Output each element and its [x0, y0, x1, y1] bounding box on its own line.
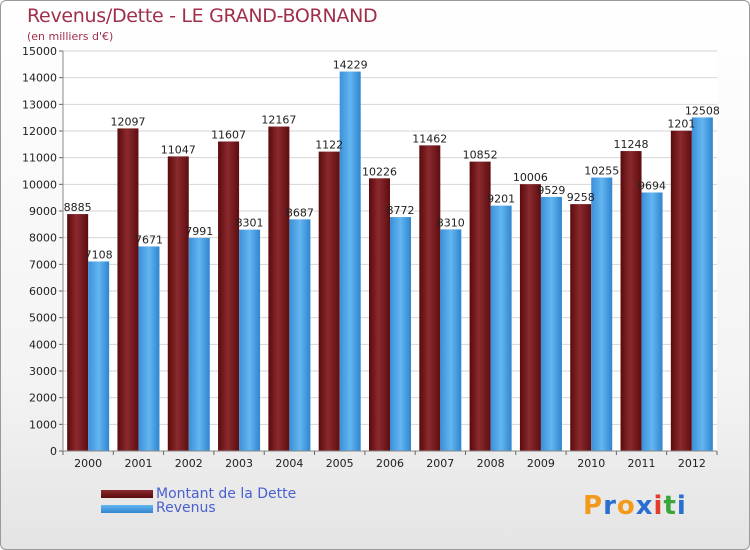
- data-label-debt: 11248: [614, 138, 649, 151]
- logo-letter: t: [663, 491, 677, 521]
- bar-debt: [469, 161, 491, 451]
- x-tick-label: 2005: [326, 457, 354, 470]
- y-tick-label: 15000: [22, 45, 57, 58]
- x-tick-label: 2006: [376, 457, 404, 470]
- bar-debt: [620, 151, 642, 451]
- data-label-revenue: 7671: [135, 233, 163, 246]
- logo-letter: P: [583, 491, 604, 521]
- data-label-debt: 1122: [315, 139, 343, 152]
- bar-revenue: [289, 219, 311, 451]
- y-tick-label: 4000: [29, 338, 57, 351]
- bar-debt: [67, 214, 89, 451]
- proxiti-logo: Proxiti: [583, 491, 687, 521]
- bar-debt: [268, 126, 290, 452]
- bar-revenue: [138, 246, 160, 451]
- y-tick-label: 2000: [29, 392, 57, 405]
- y-tick-label: 11000: [22, 152, 57, 165]
- data-label-debt: 10006: [513, 171, 548, 184]
- x-tick-label: 2007: [426, 457, 454, 470]
- data-label-debt: 9258: [567, 191, 595, 204]
- data-label-revenue: 12508: [685, 104, 720, 117]
- x-tick-label: 2010: [577, 457, 605, 470]
- bar-revenue: [339, 71, 361, 451]
- data-label-revenue: 8310: [437, 216, 465, 229]
- y-tick-label: 7000: [29, 258, 57, 271]
- data-label-revenue: 9694: [638, 179, 666, 192]
- y-tick-label: 1000: [29, 418, 57, 431]
- x-tick-label: 2008: [477, 457, 505, 470]
- chart-subtitle: (en milliers d'€): [27, 30, 114, 43]
- bar-debt: [167, 156, 189, 451]
- bar-debt: [117, 128, 139, 451]
- y-tick-label: 5000: [29, 312, 57, 325]
- bar-revenue: [641, 192, 663, 451]
- bar-revenue: [691, 117, 713, 451]
- y-tick-label: 3000: [29, 365, 57, 378]
- x-tick-label: 2000: [74, 457, 102, 470]
- bar-revenue: [490, 205, 512, 451]
- y-tick-label: 8000: [29, 232, 57, 245]
- bar-revenue: [239, 229, 261, 451]
- bar-debt: [419, 145, 441, 451]
- bar-revenue: [390, 217, 411, 451]
- x-tick-label: 2009: [527, 457, 555, 470]
- x-tick-label: 2012: [678, 457, 706, 470]
- data-label-debt: 12167: [261, 114, 296, 127]
- data-label-debt: 10852: [463, 149, 498, 162]
- bar-revenue: [591, 177, 613, 452]
- data-label-debt: 11462: [412, 132, 447, 145]
- data-label-debt: 1201: [667, 118, 695, 131]
- data-label-debt: 10226: [362, 165, 397, 178]
- legend-swatch-revenue: [101, 505, 153, 513]
- y-tick-label: 6000: [29, 285, 57, 298]
- legend-swatch-debt: [101, 490, 153, 498]
- legend-label-debt: Montant de la Dette: [156, 486, 297, 502]
- data-label-revenue: 9529: [537, 184, 565, 197]
- x-tick-label: 2004: [275, 457, 303, 470]
- bar-revenue: [440, 229, 462, 451]
- data-label-debt: 8885: [64, 201, 92, 214]
- data-label-revenue: 8301: [236, 217, 264, 230]
- logo-letter: r: [603, 491, 617, 521]
- bar-revenue: [540, 196, 562, 451]
- data-label-revenue: 7991: [185, 225, 213, 238]
- bar-revenue: [188, 237, 210, 451]
- bar-debt: [318, 151, 340, 451]
- data-label-debt: 11607: [211, 128, 246, 141]
- bar-debt: [218, 141, 240, 452]
- bar-revenue: [88, 261, 110, 451]
- x-tick-label: 2001: [124, 457, 152, 470]
- bar-debt: [670, 130, 692, 451]
- data-label-debt: 11047: [161, 143, 196, 156]
- data-label-revenue: 8687: [286, 206, 314, 219]
- y-tick-label: 12000: [22, 125, 57, 138]
- legend-label-revenue: Revenus: [156, 500, 216, 516]
- bar-debt: [519, 184, 541, 451]
- logo-letter: i: [676, 491, 687, 521]
- logo-letter: x: [635, 491, 654, 521]
- y-tick-label: 10000: [22, 178, 57, 191]
- data-label-debt: 12097: [110, 115, 145, 128]
- x-tick-label: 2003: [225, 457, 253, 470]
- x-tick-label: 2002: [175, 457, 203, 470]
- y-tick-label: 13000: [22, 98, 57, 111]
- x-tick-label: 2011: [628, 457, 656, 470]
- data-label-revenue: 8772: [387, 204, 415, 217]
- y-tick-label: 14000: [22, 72, 57, 85]
- bar-debt: [570, 204, 592, 451]
- logo-letter: o: [616, 491, 636, 521]
- y-tick-label: 9000: [29, 205, 57, 218]
- data-label-revenue: 7108: [85, 248, 113, 261]
- bar-debt: [369, 178, 390, 451]
- data-label-revenue: 14229: [333, 59, 368, 72]
- y-tick-label: 0: [50, 445, 57, 458]
- data-label-revenue: 9201: [487, 193, 515, 206]
- logo-letter: i: [653, 491, 664, 521]
- chart-title: Revenus/Dette - LE GRAND-BORNAND: [27, 5, 378, 27]
- data-label-revenue: 10255: [584, 165, 619, 178]
